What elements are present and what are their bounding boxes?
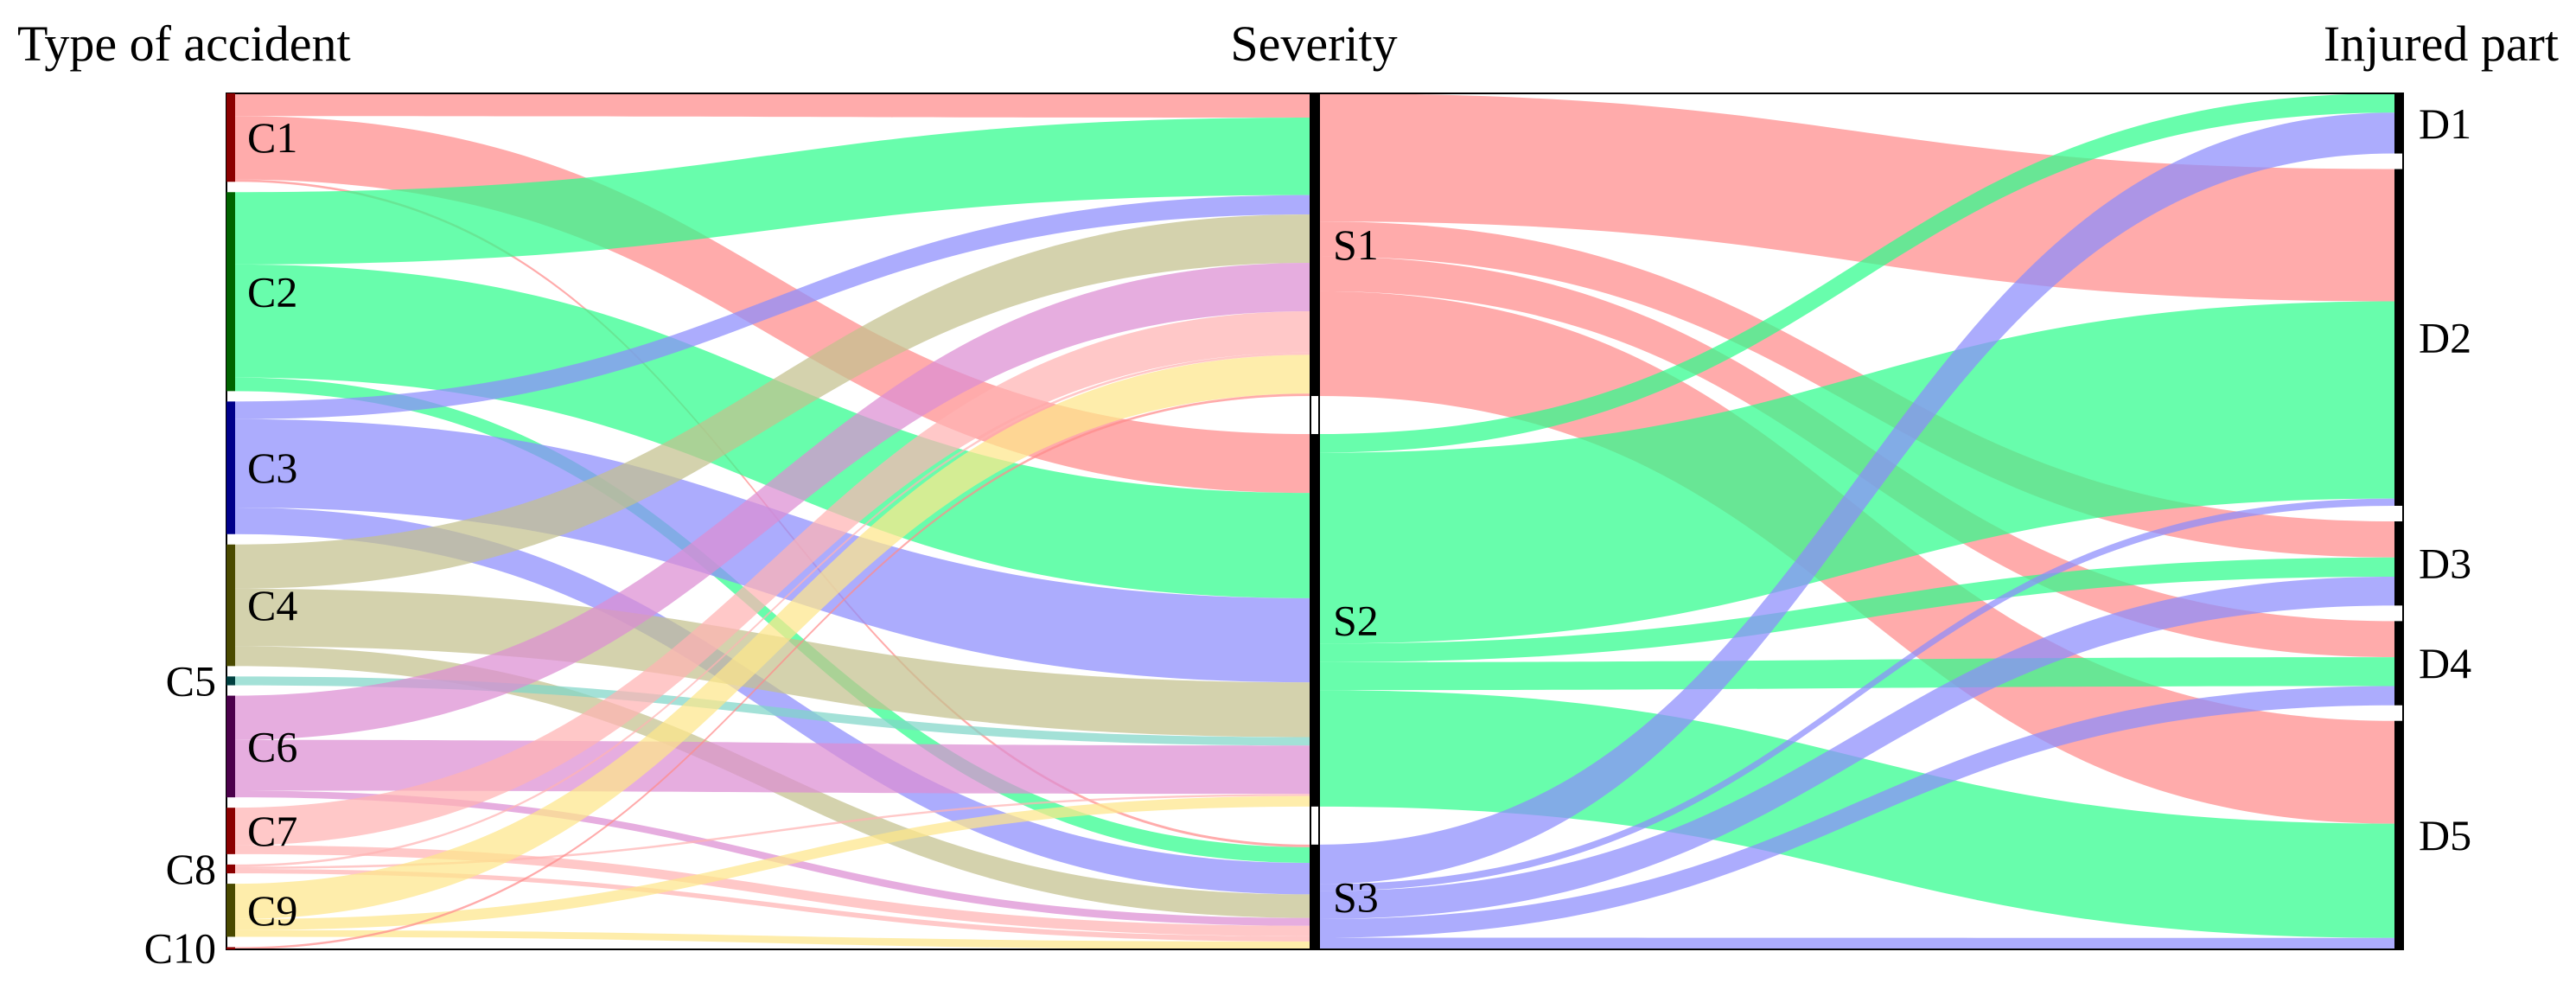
link-C7-S3 <box>235 845 1310 936</box>
link-C9-S2 <box>235 795 1310 930</box>
link-S3-D3 <box>1319 576 2394 919</box>
link-C4-S2 <box>235 588 1310 738</box>
node-bar-c4 <box>226 544 235 667</box>
node-bar-c7 <box>226 808 235 854</box>
node-label-c8: C8 <box>166 845 216 893</box>
link-C9-S1 <box>235 354 1310 919</box>
link-S3-D1 <box>1319 112 2394 885</box>
title-severity: Severity <box>1230 16 1397 72</box>
link-C4-S1 <box>235 214 1310 589</box>
link-C3-S1 <box>235 195 1310 419</box>
node-bar-c3 <box>226 401 235 534</box>
node-label-c3: C3 <box>247 444 297 492</box>
link-C3-S2 <box>235 418 1310 683</box>
node-bar-s1 <box>1310 93 1319 397</box>
node-label-d4: D4 <box>2419 639 2471 687</box>
node-label-c9: C9 <box>247 886 297 935</box>
node-bar-c2 <box>226 192 235 392</box>
node-label-c5: C5 <box>166 656 216 705</box>
node-bar-d3 <box>2394 521 2403 606</box>
link-C2-S2 <box>235 264 1310 598</box>
nodes-layer <box>226 93 2403 949</box>
node-label-d1: D1 <box>2419 99 2471 148</box>
node-label-d3: D3 <box>2419 540 2471 588</box>
node-bar-c5 <box>226 676 235 686</box>
node-bar-c8 <box>226 864 235 874</box>
node-bar-c10 <box>226 947 235 949</box>
link-C8-S1 <box>235 352 1310 867</box>
labels-layer: C1 C2 C3 C4 C5 C6 C7 C8 C9 C10 S1 S2 S3 D1 D2 D3 D4 D5 <box>144 99 2471 973</box>
title-injured-part: Injured part <box>2324 16 2559 72</box>
link-S3-D4 <box>1319 686 2394 938</box>
node-label-d2: D2 <box>2419 313 2471 361</box>
node-bar-c1 <box>226 93 235 182</box>
node-label-s1: S1 <box>1333 220 1379 269</box>
node-label-c7: C7 <box>247 807 297 855</box>
node-label-s2: S2 <box>1333 596 1379 644</box>
link-S3-D2 <box>1319 498 2394 891</box>
link-C6-S2 <box>235 739 1310 795</box>
node-label-c1: C1 <box>247 113 297 162</box>
node-label-c2: C2 <box>247 267 297 316</box>
link-S3-D5 <box>1319 937 2394 949</box>
node-bar-s3 <box>1310 844 1319 949</box>
node-bar-d1 <box>2394 93 2403 154</box>
link-C10-S1 <box>235 393 1310 949</box>
node-label-c10: C10 <box>144 924 216 973</box>
node-label-c6: C6 <box>247 722 297 770</box>
link-C3-S3 <box>235 508 1310 895</box>
link-S1-D2 <box>1319 93 2394 302</box>
link-S2-D4 <box>1319 657 2394 691</box>
link-C2-S1 <box>235 118 1310 265</box>
node-bar-d4 <box>2394 621 2403 706</box>
title-type-of-accident: Type of accident <box>17 16 351 72</box>
node-bar-c6 <box>226 695 235 798</box>
link-C8-S2 <box>235 794 1310 869</box>
links-layer <box>235 93 2394 949</box>
link-C5-S2 <box>235 676 1310 746</box>
node-label-c4: C4 <box>247 581 297 629</box>
node-bar-d5 <box>2394 720 2403 949</box>
node-bar-d2 <box>2394 169 2403 506</box>
node-bar-s2 <box>1310 434 1319 807</box>
link-S2-D3 <box>1319 557 2394 662</box>
node-label-s3: S3 <box>1333 872 1379 921</box>
link-C9-S3 <box>235 929 1310 949</box>
link-C1-S1 <box>235 93 1310 118</box>
link-C8-S3 <box>235 868 1310 942</box>
link-C6-S1 <box>235 263 1310 740</box>
link-C7-S1 <box>235 311 1310 846</box>
node-bar-c9 <box>226 884 235 937</box>
link-S2-D1 <box>1319 93 2394 453</box>
link-S2-D2 <box>1319 301 2394 644</box>
node-label-d5: D5 <box>2419 811 2471 859</box>
